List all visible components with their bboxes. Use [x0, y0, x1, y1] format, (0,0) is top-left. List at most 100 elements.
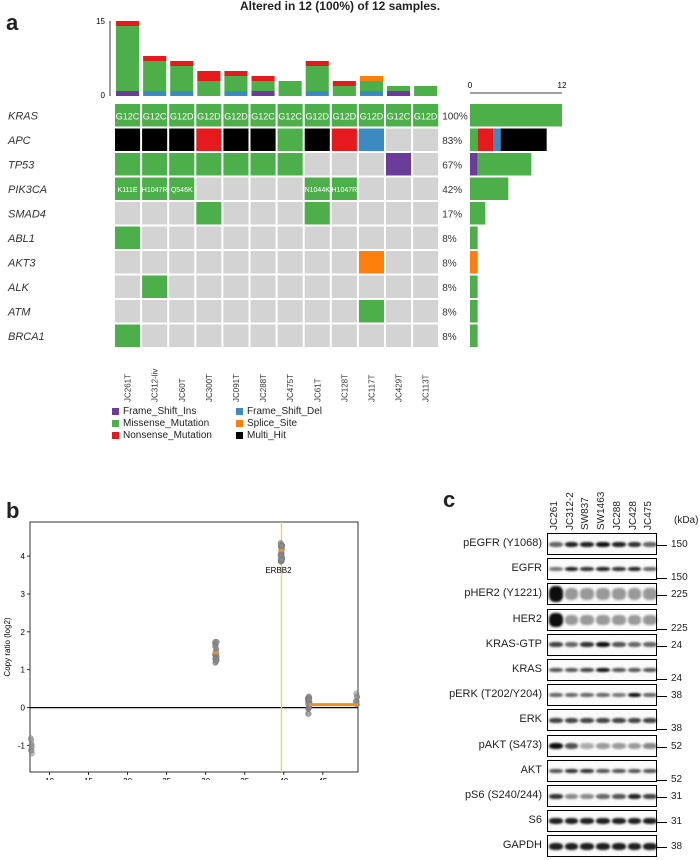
- blot-kda-marker: 24: [671, 673, 683, 684]
- blot-band: [643, 588, 657, 601]
- data-point: [28, 747, 35, 754]
- top-bar-segment: [332, 86, 356, 96]
- x-tick-label: 15: [84, 777, 93, 780]
- oncoplot-cell: [386, 104, 412, 127]
- oncoplot-cell: [304, 104, 330, 127]
- blot-band: [643, 768, 657, 773]
- blot-band: [580, 668, 595, 672]
- top-bar-segment: [414, 86, 438, 96]
- top-bar-segment: [224, 91, 248, 96]
- top-bar-segment: [305, 66, 329, 91]
- blot-kda-marker: 24: [671, 639, 683, 651]
- oncoplot-cell: [115, 324, 141, 347]
- blot-box: [547, 608, 657, 631]
- blot-band: [596, 842, 610, 850]
- blot-band: [627, 818, 642, 825]
- oncoplot-cell: [196, 300, 222, 323]
- cell-line-label: SW837: [580, 497, 592, 530]
- gene-label: AKT3: [7, 257, 36, 269]
- cell-line-label: JC288: [611, 501, 623, 530]
- oncoplot-cell: [196, 104, 222, 127]
- blot-box: [547, 709, 657, 732]
- blot-box: [547, 835, 657, 858]
- blot-kda-tick: [657, 696, 667, 698]
- oncoplot-cell: [413, 324, 439, 347]
- side-bar-segment: [470, 300, 478, 323]
- side-bar-segment: [477, 153, 532, 176]
- sample-label: JC261T: [124, 374, 133, 402]
- cell-line-label: JC261: [549, 501, 560, 530]
- blot-band: [643, 668, 657, 672]
- oncoplot-cell: [277, 128, 303, 151]
- oncoplot-cell: [169, 226, 195, 249]
- y-tick-label: -1: [18, 741, 26, 750]
- blot-band: [627, 588, 642, 601]
- blot-label: pEGFR (Y1068): [463, 537, 542, 549]
- oncoplot-cell: [277, 251, 303, 274]
- cell-line-label: JC312-2: [564, 492, 576, 530]
- blot-band: [643, 541, 657, 547]
- oncoplot-cell: [142, 300, 168, 323]
- oncoplot-cell: [115, 177, 141, 200]
- blot-band: [564, 768, 579, 773]
- blot-band: [549, 642, 563, 648]
- blot-label: GAPDH: [502, 839, 542, 852]
- oncoplot-cell: [358, 324, 384, 347]
- gene-label: APC: [7, 135, 31, 147]
- oncoplot-cell: [142, 153, 168, 176]
- oncoplot-cell: [142, 226, 168, 249]
- cell-annotation: K111E: [118, 187, 138, 194]
- blot-kda-tick: [657, 628, 667, 630]
- blot-band: [643, 717, 657, 723]
- oncoplot-cell: [413, 275, 439, 298]
- blot-band: [596, 541, 610, 547]
- oncoplot-cell: [277, 275, 303, 298]
- blot-kda-tick: [657, 645, 667, 647]
- cell-annotation: N1044K: [305, 187, 331, 194]
- blot-band: [564, 742, 579, 749]
- oncoplot-cell: [358, 202, 384, 225]
- y-tick-label: 1: [21, 666, 26, 675]
- top-bar-segment: [305, 61, 329, 66]
- oncoplot-cell: [304, 202, 330, 225]
- blot-kda-tick: [657, 822, 667, 824]
- blot-band: [564, 642, 579, 648]
- data-point: [213, 658, 220, 664]
- blot-band: [564, 818, 579, 825]
- blot-band: [580, 717, 595, 723]
- oncoplot-cell: [277, 153, 303, 176]
- y-axis-label: Copy ratio (log2): [3, 617, 12, 676]
- panel-a-letter: a: [6, 10, 19, 35]
- oncoplot-cell: [358, 275, 384, 298]
- blot-band: [596, 642, 610, 648]
- blot-band: [549, 842, 563, 850]
- legend-swatch: [112, 432, 119, 439]
- oncoplot-cell: [331, 275, 357, 298]
- blot-kda-marker: 31: [671, 791, 683, 802]
- oncoplot-cell: [304, 300, 330, 323]
- oncoplot-cell: [277, 104, 303, 127]
- gene-percent: 8%: [442, 283, 457, 294]
- oncoplot-cell: [358, 226, 384, 249]
- gene-percent: 8%: [442, 307, 457, 318]
- blot-label: KRAS-GTP: [485, 637, 542, 650]
- top-bar-segment: [197, 71, 221, 81]
- blot-band: [611, 642, 626, 648]
- data-point: [212, 643, 219, 650]
- blot-band: [611, 567, 626, 572]
- data-point: [213, 639, 220, 645]
- oncoplot-cell: [277, 177, 303, 200]
- blot-band: [627, 742, 642, 749]
- blot-band: [611, 541, 626, 547]
- top-bar-segment: [359, 91, 383, 96]
- blot-band: [611, 614, 626, 625]
- erbb2-annotation: ERBB2: [265, 566, 292, 575]
- oncoplot-cell: [223, 275, 249, 298]
- oncoplot-cell: [223, 300, 249, 323]
- blot-band: [549, 818, 563, 825]
- oncoplot-cell: [196, 251, 222, 274]
- blot-band: [580, 793, 595, 799]
- oncoplot-cell: [250, 153, 276, 176]
- oncoplot-cell: [142, 177, 168, 200]
- oncoplot-cell: [223, 128, 249, 151]
